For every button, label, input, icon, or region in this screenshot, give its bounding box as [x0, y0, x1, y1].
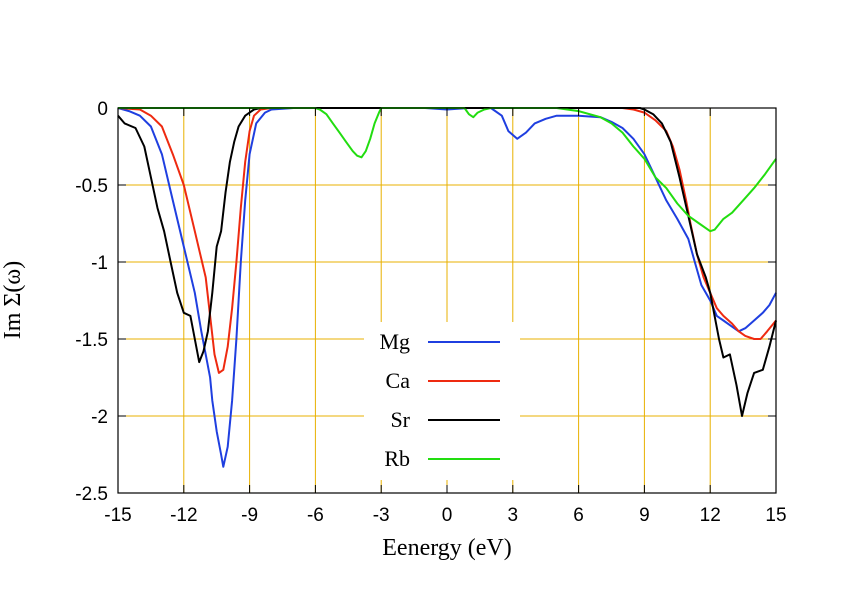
legend-label-ca: Ca: [386, 368, 411, 393]
grid: [118, 108, 776, 493]
y-tick-label-0: 0: [97, 99, 108, 120]
x-tick-label-4: -3: [373, 505, 390, 526]
ticks: -15 -12 -9 -6 -3 0 3 6 9 12 15 0 -0.5 -1 -1.5 -2 -2.5: [75, 99, 786, 526]
y-tick-label-1: -0.5: [75, 176, 108, 197]
legend: Mg Ca Sr Rb: [379, 329, 500, 471]
x-tick-label-0: -15: [104, 505, 131, 526]
x-tick-label-9: 12: [700, 505, 721, 526]
y-axis-label: Im Σ(ω): [0, 261, 26, 339]
series-line-rb: [118, 107, 777, 233]
legend-label-rb: Rb: [384, 446, 410, 471]
x-axis-label: Eenergy (eV): [382, 535, 512, 561]
x-tick-label-2: -9: [241, 505, 258, 526]
x-tick-label-8: 9: [639, 505, 650, 526]
y-tick-label-2: -1: [91, 253, 108, 274]
y-tick-label-3: -1.5: [75, 330, 108, 351]
legend-label-sr: Sr: [390, 407, 410, 432]
x-tick-label-10: 15: [765, 505, 786, 526]
y-tick-label-4: -2: [91, 407, 108, 428]
x-tick-label-5: 0: [442, 505, 453, 526]
legend-label-mg: Mg: [379, 329, 410, 354]
x-tick-label-6: 3: [508, 505, 519, 526]
y-tick-label-5: -2.5: [75, 484, 108, 505]
x-tick-label-7: 6: [573, 505, 584, 526]
x-tick-label-3: -6: [307, 505, 324, 526]
x-tick-label-1: -12: [170, 505, 197, 526]
